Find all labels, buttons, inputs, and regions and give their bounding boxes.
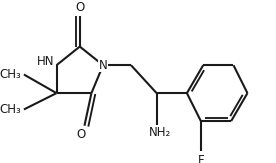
Text: HN: HN [37,55,54,68]
Text: NH₂: NH₂ [149,126,171,139]
Text: CH₃: CH₃ [0,103,22,116]
Text: CH₃: CH₃ [0,68,22,81]
Text: O: O [76,128,86,141]
Text: O: O [75,1,84,14]
Text: N: N [99,59,107,72]
Text: F: F [198,154,204,163]
